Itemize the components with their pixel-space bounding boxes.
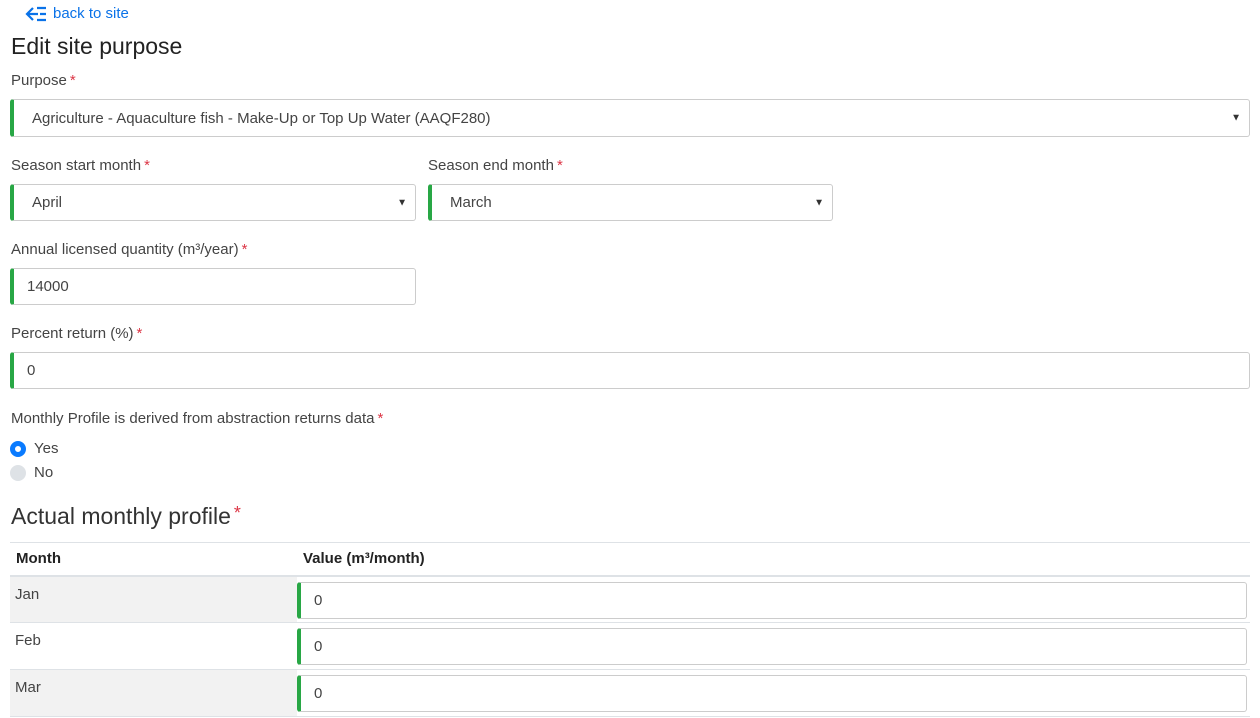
column-month: Month: [10, 542, 297, 577]
annual-quantity-label: Annual licensed quantity (m³/year) *: [11, 241, 248, 258]
season-end-select[interactable]: March ▼: [428, 184, 833, 221]
page-title: Edit site purpose: [11, 33, 183, 59]
radio-yes[interactable]: Yes: [10, 440, 58, 457]
season-start-label: Season start month *: [11, 157, 150, 174]
radio-unchecked-icon: [10, 464, 26, 481]
month-cell: Mar: [10, 669, 297, 717]
table-row: Feb 0: [10, 622, 1250, 670]
back-link-label: back to site: [53, 5, 129, 22]
percent-return-input[interactable]: 0: [10, 352, 1250, 389]
table-header: Month Value (m³/month): [10, 542, 1250, 577]
caret-down-icon: ▼: [1231, 112, 1241, 124]
radio-label: No: [34, 464, 54, 481]
month-cell: Feb: [10, 622, 297, 670]
table-row: Jan 0: [10, 575, 1250, 623]
caret-down-icon: ▼: [397, 197, 407, 208]
purpose-label: Purpose *: [11, 72, 76, 89]
purpose-select[interactable]: Agriculture - Aquaculture fish - Make-Up…: [10, 99, 1250, 137]
value-input[interactable]: 0: [297, 581, 1247, 619]
back-to-site-link[interactable]: back to site: [25, 5, 129, 22]
caret-down-icon: ▼: [814, 197, 824, 208]
month-cell: Jan: [10, 575, 297, 623]
value-input[interactable]: 0: [297, 628, 1247, 665]
profile-heading: Actual monthly profile *: [11, 503, 241, 529]
season-start-select[interactable]: April ▼: [10, 184, 416, 221]
derived-label: Monthly Profile is derived from abstract…: [11, 410, 384, 427]
monthly-profile-table: Month Value (m³/month) Jan 0 Feb 0 Mar 0: [10, 542, 1250, 717]
radio-checked-icon: [10, 440, 26, 457]
arrow-left-icon: [25, 6, 46, 21]
radio-no[interactable]: No: [10, 464, 53, 481]
percent-return-label: Percent return (%) *: [11, 325, 143, 342]
annual-quantity-input[interactable]: 14000: [10, 268, 416, 305]
value-input[interactable]: 0: [297, 675, 1247, 712]
table-row: Mar 0: [10, 669, 1250, 717]
season-end-label: Season end month *: [428, 157, 563, 174]
column-value: Value (m³/month): [297, 542, 1250, 577]
radio-label: Yes: [34, 440, 59, 457]
